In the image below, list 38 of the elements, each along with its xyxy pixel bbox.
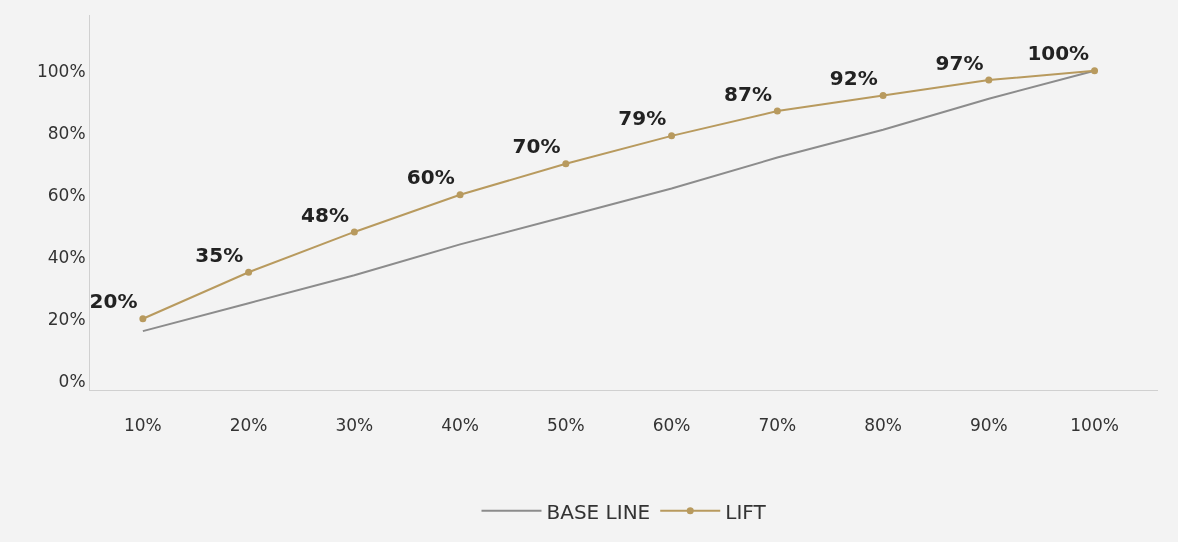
x-tick-label: 80% xyxy=(864,415,902,436)
y-tick-label: 40% xyxy=(47,246,86,267)
point xyxy=(985,76,993,84)
point xyxy=(773,107,781,115)
point xyxy=(668,132,676,140)
data-label: 70% xyxy=(512,134,561,159)
x-tick-label: 60% xyxy=(652,415,691,436)
y-tick-label: 80% xyxy=(47,122,86,143)
legend-label: LIFT xyxy=(725,499,767,524)
x-tick-label: 30% xyxy=(335,415,374,436)
data-label: 87% xyxy=(724,81,772,106)
point xyxy=(350,228,358,236)
x-tick-label: 90% xyxy=(969,415,1008,436)
data-label: 97% xyxy=(935,50,984,75)
data-label: 35% xyxy=(195,242,244,267)
point xyxy=(456,191,464,199)
y-tick-label: 0% xyxy=(58,370,86,391)
x-tick-label: 70% xyxy=(758,415,797,436)
y-tick-label: 100% xyxy=(36,60,86,81)
data-label: 60% xyxy=(406,165,455,190)
x-tick-label: 50% xyxy=(546,415,585,436)
point xyxy=(1091,67,1099,75)
x-tick-label: 100% xyxy=(1070,415,1119,436)
data-label: 100% xyxy=(1027,41,1090,66)
point xyxy=(562,160,570,168)
data-label: 48% xyxy=(301,202,349,227)
point xyxy=(245,268,253,276)
x-tick-label: 10% xyxy=(123,415,162,436)
data-label: 79% xyxy=(618,106,667,131)
y-tick-label: 20% xyxy=(47,308,86,329)
y-tick-label: 60% xyxy=(47,184,86,205)
point xyxy=(879,92,887,100)
point xyxy=(139,315,147,323)
x-tick-label: 40% xyxy=(441,415,479,436)
legend-label: BASE LINE xyxy=(546,499,651,524)
x-tick-label: 20% xyxy=(229,415,268,436)
data-label: 92% xyxy=(829,66,878,91)
data-label: 20% xyxy=(89,289,138,314)
